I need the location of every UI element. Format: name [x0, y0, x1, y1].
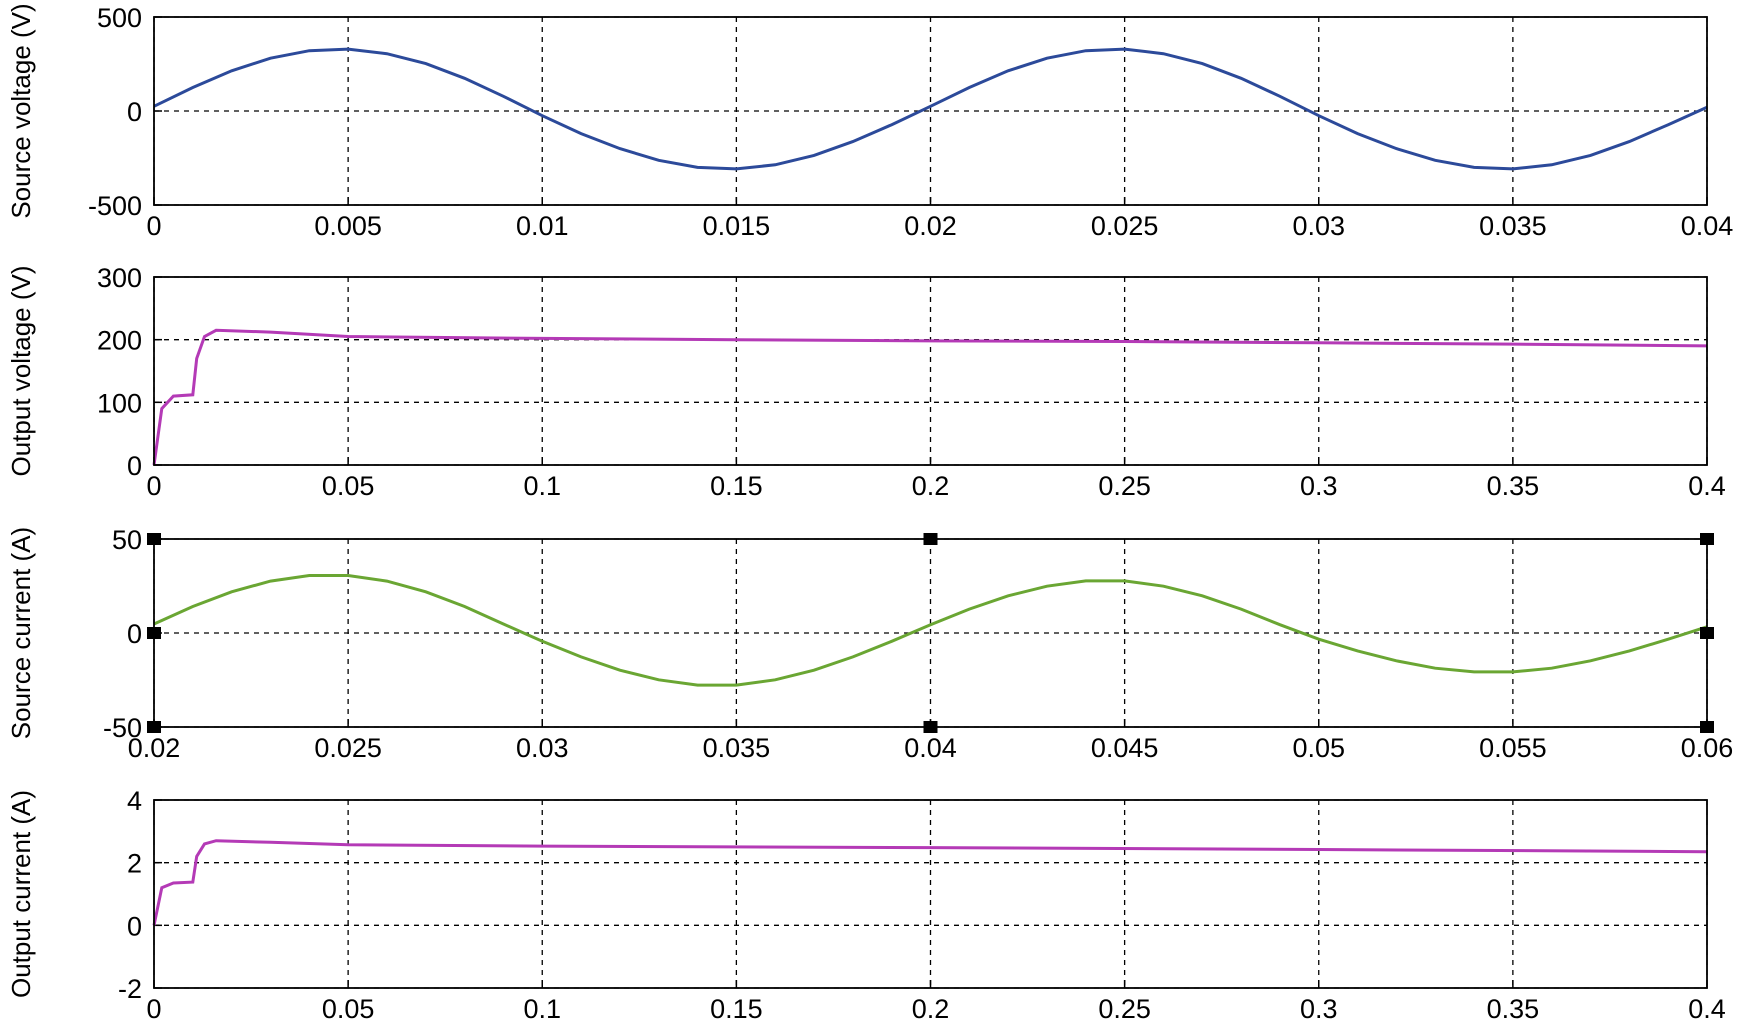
plot-frame [153, 276, 1708, 466]
x-tick-label: 0.2 [912, 471, 950, 501]
y-tick-label: -2 [118, 974, 142, 1004]
x-tick-label: 0.4 [1688, 471, 1726, 501]
x-tick-label: 0.25 [1098, 471, 1151, 501]
selection-handle [1700, 533, 1714, 545]
y-axis-label: Output current (A) [6, 790, 36, 998]
y-tick-label: 200 [97, 326, 142, 356]
selection-handle [923, 533, 938, 545]
x-tick-label: 0.1 [523, 994, 561, 1024]
selection-handle [923, 721, 938, 733]
x-tick-label: 0.04 [904, 733, 957, 763]
x-tick-label: 0.01 [516, 211, 569, 241]
x-tick-label: 0.025 [314, 733, 382, 763]
y-tick-label: 50 [112, 525, 142, 555]
x-tick-label: 0.3 [1300, 994, 1338, 1024]
selection-handle [147, 533, 161, 545]
x-tick-label: 0.05 [1292, 733, 1345, 763]
y-tick-label: 4 [127, 786, 142, 816]
y-tick-label: -50 [103, 713, 142, 743]
y-tick-label: 0 [127, 451, 142, 481]
x-tick-label: 0.1 [523, 471, 561, 501]
x-tick-label: 0.35 [1487, 994, 1540, 1024]
data-line [153, 574, 1708, 687]
x-tick-label: 0 [146, 211, 161, 241]
x-tick-label: 0.02 [904, 211, 957, 241]
x-tick-label: 0.25 [1098, 994, 1151, 1024]
x-tick-label: 0 [146, 994, 161, 1024]
y-tick-label: 300 [97, 263, 142, 293]
y-tick-label: 100 [97, 388, 142, 418]
plot-frame [153, 799, 1708, 989]
x-tick-label: 0.15 [710, 994, 763, 1024]
x-tick-label: 0.15 [710, 471, 763, 501]
selection-handle [147, 627, 161, 639]
x-tick-label: 0.03 [516, 733, 569, 763]
x-tick-label: 0.2 [912, 994, 950, 1024]
selection-handle [147, 721, 161, 733]
plot-frame [153, 16, 1708, 206]
x-tick-label: 0.055 [1479, 733, 1547, 763]
y-tick-label: 0 [127, 619, 142, 649]
x-tick-label: 0.06 [1681, 733, 1734, 763]
y-tick-label: -500 [88, 191, 142, 221]
selection-handle [1700, 627, 1714, 639]
y-axis-label: Source voltage (V) [6, 3, 36, 218]
y-tick-label: 0 [127, 97, 142, 127]
x-tick-label: 0.05 [322, 471, 375, 501]
x-tick-label: 0.04 [1681, 211, 1734, 241]
y-tick-label: 2 [127, 849, 142, 879]
x-tick-label: 0.015 [703, 211, 771, 241]
data-line [152, 839, 1708, 926]
x-tick-label: 0.4 [1688, 994, 1726, 1024]
y-axis-label: Output voltage (V) [6, 266, 36, 477]
y-axis-label: Source current (A) [6, 527, 36, 739]
x-tick-label: 0.045 [1091, 733, 1159, 763]
x-tick-label: 0.005 [314, 211, 382, 241]
x-tick-label: 0.05 [322, 994, 375, 1024]
x-tick-label: 0.025 [1091, 211, 1159, 241]
y-tick-label: 500 [97, 3, 142, 33]
x-tick-label: 0 [146, 471, 161, 501]
x-tick-label: 0.035 [703, 733, 771, 763]
selection-handle [1700, 721, 1714, 733]
data-line [153, 47, 1708, 171]
x-tick-label: 0.3 [1300, 471, 1338, 501]
x-tick-label: 0.035 [1479, 211, 1547, 241]
x-tick-label: 0.35 [1487, 471, 1540, 501]
data-line [152, 328, 1708, 466]
y-tick-label: 0 [127, 911, 142, 941]
x-tick-label: 0.02 [128, 733, 181, 763]
x-tick-label: 0.03 [1292, 211, 1345, 241]
